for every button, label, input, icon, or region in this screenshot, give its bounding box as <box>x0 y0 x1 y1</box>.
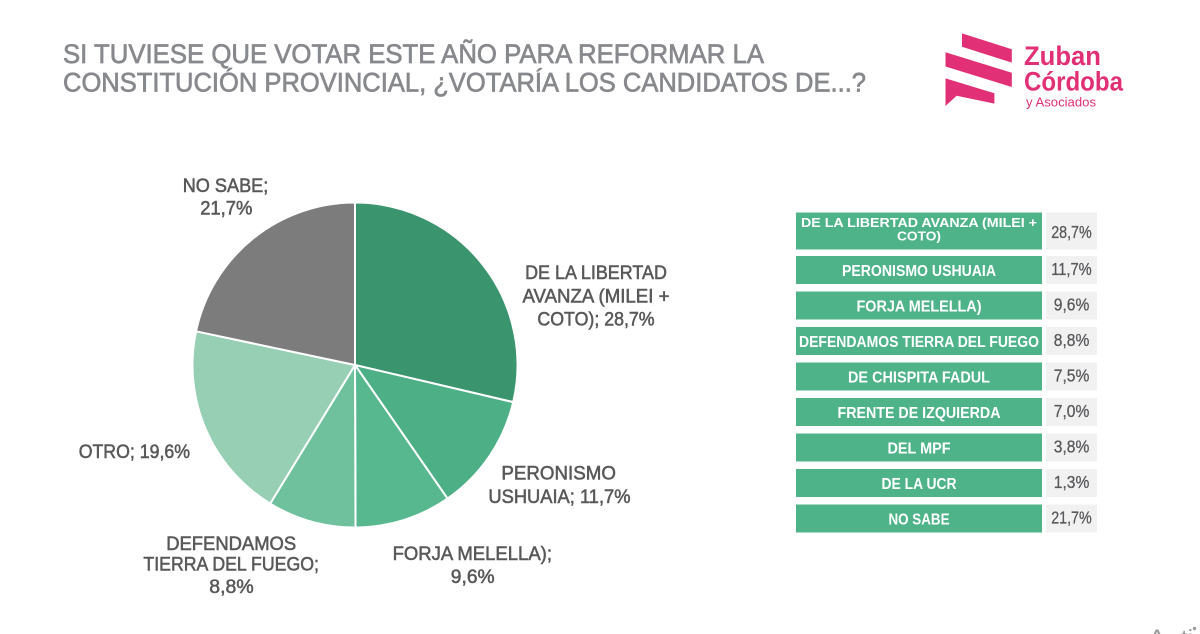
svg-text:FORJA MELELLA);: FORJA MELELLA); <box>393 544 552 565</box>
svg-text:ti: ti <box>1181 626 1193 634</box>
svg-text:DE LA LIBERTAD AVANZA (MILEI +: DE LA LIBERTAD AVANZA (MILEI + <box>801 215 1037 230</box>
svg-text:USHUAIA; 11,7%: USHUAIA; 11,7% <box>488 487 630 508</box>
svg-text:8,8%: 8,8% <box>1054 330 1090 350</box>
svg-text:NO SABE: NO SABE <box>889 511 950 528</box>
svg-text:Córdoba: Córdoba <box>1024 67 1124 97</box>
svg-text:FRENTE DE IZQUIERDA: FRENTE DE IZQUIERDA <box>838 405 1001 422</box>
svg-text:PERONISMO USHUAIA: PERONISMO USHUAIA <box>842 263 996 280</box>
svg-text:COTO); 28,7%: COTO); 28,7% <box>537 309 654 330</box>
svg-text:AVANZA (MILEI +: AVANZA (MILEI + <box>523 287 670 308</box>
svg-text:DE LA LIBERTAD: DE LA LIBERTAD <box>525 263 667 284</box>
svg-text:9,6%: 9,6% <box>451 567 495 588</box>
svg-text:A: A <box>1148 624 1166 634</box>
svg-text:PERONISMO: PERONISMO <box>501 463 616 484</box>
svg-text:CONSTITUCIÓN PROVINCIAL, ¿VOTA: CONSTITUCIÓN PROVINCIAL, ¿VOTARÍA LOS CA… <box>63 67 866 98</box>
svg-text:DE CHISPITA FADUL: DE CHISPITA FADUL <box>848 369 990 386</box>
svg-text:DEFENDAMOS TIERRA DEL FUEGO: DEFENDAMOS TIERRA DEL FUEGO <box>799 334 1039 351</box>
svg-text:FORJA MELELLA): FORJA MELELLA) <box>857 298 982 315</box>
svg-text:DE LA UCR: DE LA UCR <box>882 476 957 493</box>
svg-text:28,7%: 28,7% <box>1051 222 1092 242</box>
svg-text:21,7%: 21,7% <box>200 198 252 219</box>
svg-text:Zuban: Zuban <box>1024 41 1101 71</box>
svg-text:1,3%: 1,3% <box>1054 472 1090 492</box>
svg-text:COTO): COTO) <box>897 229 941 244</box>
svg-text:DEFENDAMOS: DEFENDAMOS <box>166 534 296 555</box>
svg-text:21,7%: 21,7% <box>1051 508 1092 528</box>
svg-text:11,7%: 11,7% <box>1051 259 1092 279</box>
svg-text:SI TUVIESE QUE VOTAR ESTE AÑO: SI TUVIESE QUE VOTAR ESTE AÑO PARA REFOR… <box>63 38 764 69</box>
svg-text:7,0%: 7,0% <box>1054 401 1090 421</box>
svg-text:7,5%: 7,5% <box>1054 366 1090 386</box>
svg-text:y Asociados: y Asociados <box>1026 95 1097 110</box>
svg-text:8,8%: 8,8% <box>209 577 254 598</box>
svg-text:3,8%: 3,8% <box>1054 437 1090 457</box>
svg-text:DEL MPF: DEL MPF <box>888 440 951 457</box>
svg-text:NO SABE;: NO SABE; <box>183 176 269 197</box>
svg-text:OTRO; 19,6%: OTRO; 19,6% <box>79 442 190 463</box>
svg-text:9,6%: 9,6% <box>1054 295 1090 315</box>
svg-text:TIERRA DEL FUEGO;: TIERRA DEL FUEGO; <box>143 555 319 576</box>
